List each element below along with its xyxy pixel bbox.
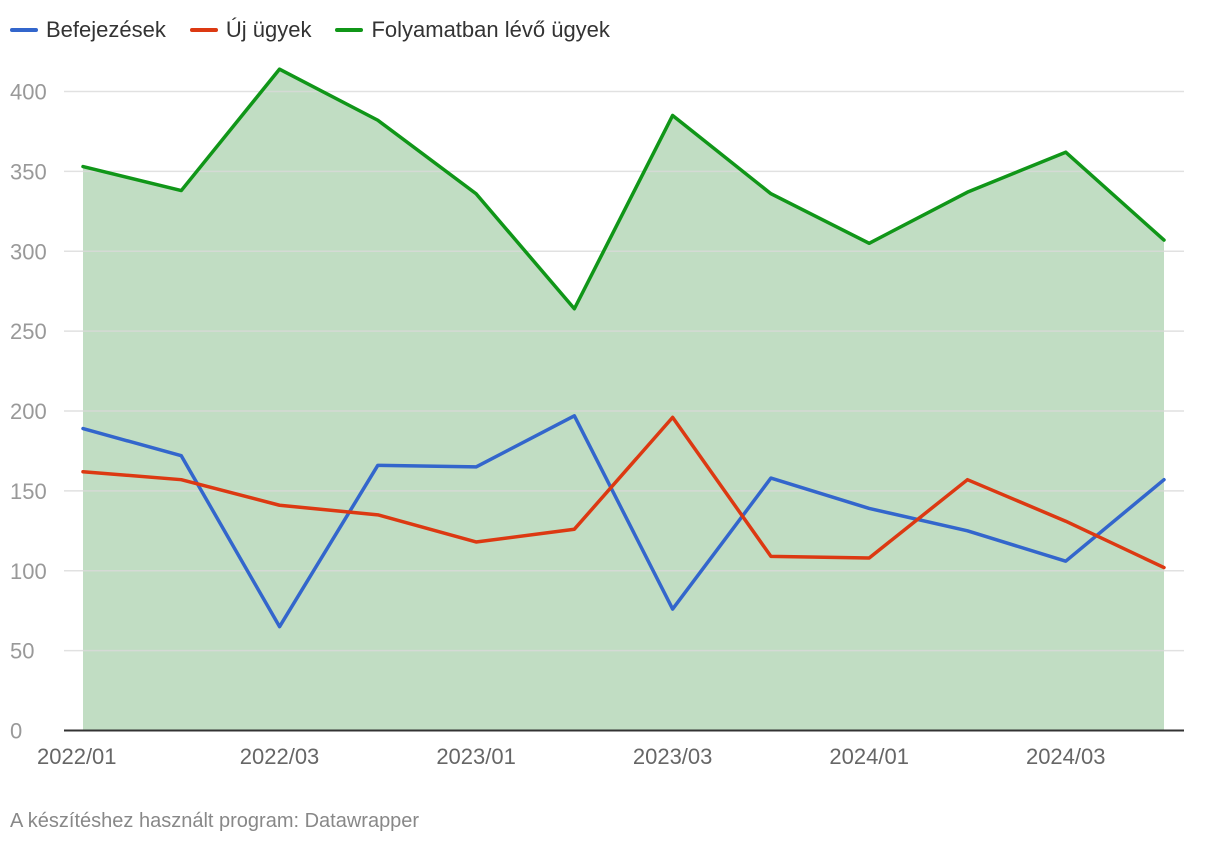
y-tick-label-0: 0	[10, 719, 22, 744]
series-2-point-9	[966, 191, 969, 194]
series-0-point-10	[1064, 560, 1067, 563]
series-2-point-7	[769, 192, 772, 195]
y-tick-label-350: 350	[10, 159, 47, 184]
x-tick-label-2023-01: 2023/01	[436, 744, 516, 769]
series-1-point-2	[278, 504, 281, 507]
series-1-point-6	[671, 416, 674, 419]
legend-item-folyamatban: Folyamatban lévő ügyek	[335, 17, 610, 43]
series-0-point-11	[1163, 478, 1166, 481]
series-2-point-4	[475, 192, 478, 195]
y-tick-label-300: 300	[10, 239, 47, 264]
y-tick-label-150: 150	[10, 479, 47, 504]
series-0-point-2	[278, 625, 281, 628]
y-tick-label-400: 400	[10, 80, 47, 105]
y-tick-label-200: 200	[10, 399, 47, 424]
legend-swatch-befejezesek	[10, 28, 38, 32]
y-tick-label-250: 250	[10, 319, 47, 344]
series-2-point-11	[1163, 239, 1166, 242]
series-2-point-8	[868, 242, 871, 245]
series-2-point-3	[376, 119, 379, 122]
series-2-point-1	[180, 189, 183, 192]
series-2-point-6	[671, 114, 674, 117]
series-1-point-0	[82, 470, 85, 473]
chart-legend: Befejezések Új ügyek Folyamatban lévő üg…	[10, 14, 634, 46]
x-tick-label-2022-01: 2022/01	[37, 744, 117, 769]
series-2-point-5	[573, 307, 576, 310]
series-2-point-10	[1064, 151, 1067, 154]
series-0-point-6	[671, 608, 674, 611]
series-0-point-9	[966, 529, 969, 532]
x-tick-label-2022-03: 2022/03	[240, 744, 320, 769]
series-line-1	[81, 415, 1166, 570]
series-0-point-7	[769, 477, 772, 480]
series-0-point-4	[475, 465, 478, 468]
series-0-point-5	[573, 414, 576, 417]
series-0-point-1	[180, 454, 183, 457]
y-tick-label-100: 100	[10, 559, 47, 584]
series-1-point-1	[180, 478, 183, 481]
legend-item-befejezesek: Befejezések	[10, 17, 166, 43]
series-2-point-0	[82, 165, 85, 168]
area-fill-series-2	[83, 69, 1164, 731]
series-1-point-5	[573, 528, 576, 531]
legend-label-befejezesek: Befejezések	[46, 17, 166, 42]
series-line-2	[81, 67, 1166, 311]
legend-item-uj-ugyek: Új ügyek	[189, 17, 312, 43]
series-1-point-10	[1064, 520, 1067, 523]
series-2-point-2	[278, 68, 281, 71]
x-tick-label-2024-03: 2024/03	[1026, 744, 1106, 769]
legend-label-uj-ugyek: Új ügyek	[225, 17, 312, 42]
x-tick-label-2023-03: 2023/03	[633, 744, 713, 769]
series-line-0	[81, 414, 1166, 629]
series-1-point-11	[1163, 566, 1166, 569]
series-0-point-0	[82, 427, 85, 430]
y-tick-label-50: 50	[10, 639, 34, 664]
series-1-point-8	[868, 556, 871, 559]
series-1-point-4	[475, 540, 478, 543]
series-1-point-9	[966, 478, 969, 481]
series-0-point-8	[868, 507, 871, 510]
legend-swatch-uj-ugyek	[189, 28, 218, 32]
legend-swatch-folyamatban	[335, 28, 364, 32]
legend-label-folyamatban: Folyamatban lévő ügyek	[371, 17, 610, 42]
series-1-point-7	[769, 555, 772, 558]
x-tick-label-2024-01: 2024/01	[829, 744, 909, 769]
series-0-point-3	[376, 464, 379, 467]
footer-credit: A készítéshez használt program: Datawrap…	[10, 810, 420, 832]
series-1-point-3	[376, 513, 379, 516]
